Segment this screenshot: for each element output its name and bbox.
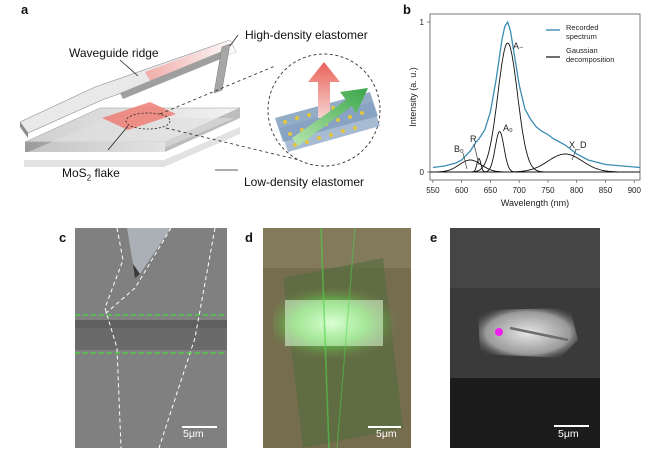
panel-c-letter: c <box>59 230 67 245</box>
y-tick-label: 0 <box>420 168 425 177</box>
low-density-label: Low-density elastomer <box>244 175 365 189</box>
waveguide-ridge <box>120 50 228 99</box>
gaussian-component-780 <box>430 153 640 173</box>
waveguide-ridge-label: Waveguide ridge <box>69 46 159 60</box>
emission-arrow-red <box>308 62 340 118</box>
micrograph-d: 5μm <box>263 228 411 448</box>
scale-bar-d <box>368 426 401 428</box>
scale-label-d: 5μm <box>376 428 397 440</box>
y-axis-label: Intensity (a. u.) <box>408 67 418 127</box>
scale-bar-e <box>554 425 589 427</box>
mos2-flake-label: MoS2 flake <box>62 166 120 182</box>
x-tick-label: 750 <box>541 186 555 195</box>
x-tick-label: 850 <box>599 186 613 195</box>
mos2-main: MoS <box>62 166 87 180</box>
mos2-sub: 2 <box>86 173 92 183</box>
x-tick-label: 700 <box>512 186 526 195</box>
legend: Recorded spectrum Gaussian decomposition <box>546 23 614 64</box>
panel-b-letter: b <box>403 2 411 17</box>
micrograph-e: 5μm <box>450 228 600 448</box>
panel-d-letter: d <box>245 230 253 245</box>
mos2-flake <box>102 102 176 130</box>
x-tick-label: 550 <box>426 186 440 195</box>
laser-spot <box>495 328 503 336</box>
y-tick-label: 1 <box>420 18 425 27</box>
peak-label-b0: B₀ <box>454 144 464 154</box>
legend-gaussian-l2: decomposition <box>566 55 614 64</box>
plot-frame <box>429 13 641 181</box>
legend-recorded-l2: spectrum <box>566 32 597 41</box>
peak-label-xd: X_D <box>569 140 587 150</box>
x-axis-label: Wavelength (nm) <box>501 198 569 208</box>
peak-label-a-minus: A₋ <box>513 41 524 51</box>
x-tick-label: 800 <box>570 186 584 195</box>
gaussian-component-615 <box>430 159 640 173</box>
panel-a-illustration <box>19 34 381 171</box>
panel-e-letter: e <box>430 230 438 245</box>
elastomer-edge <box>127 228 171 274</box>
scale-label-c: 5μm <box>183 428 204 440</box>
micrograph-c: 5μm <box>75 228 227 448</box>
propagation-arrow-green <box>292 88 368 146</box>
scale-label-e: 5μm <box>558 428 579 440</box>
x-tick-label: 650 <box>484 186 498 195</box>
legend-gaussian-l1: Gaussian <box>566 46 598 55</box>
legend-recorded-l1: Recorded <box>566 23 599 32</box>
x-tick-label: 900 <box>628 186 642 195</box>
panel-a-letter: a <box>21 2 29 17</box>
spectrum-chart: 550 600 650 700 750 800 850 900 0 1 Intensity (a… <box>408 13 642 208</box>
peak-label-r: R <box>470 134 477 144</box>
scale-bar-c <box>182 426 217 428</box>
mos2-tail: flake <box>91 166 120 180</box>
peak-label-a0: A₀ <box>503 123 513 133</box>
high-density-label: High-density elastomer <box>245 28 368 42</box>
x-tick-label: 600 <box>455 186 469 195</box>
recorded-spectrum-line <box>432 20 641 169</box>
